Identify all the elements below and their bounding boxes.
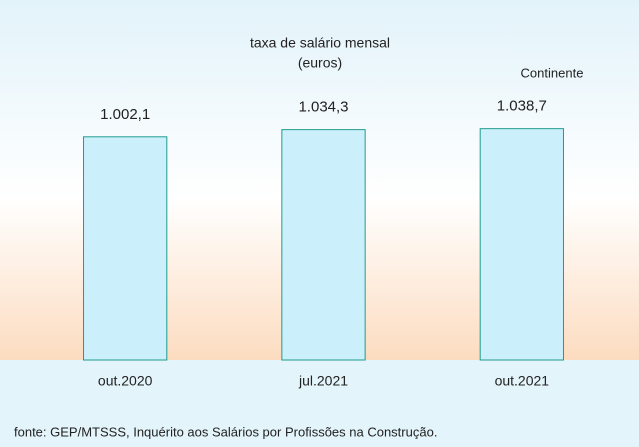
x-tick-label: out.2020 [98, 373, 153, 389]
x-tick-label: out.2021 [495, 373, 550, 389]
x-tick-label: jul.2021 [298, 373, 348, 389]
chart-title: taxa de salário mensal [250, 35, 390, 51]
data-label: 1.002,1 [100, 106, 150, 123]
bar [479, 128, 564, 361]
data-label: 1.034,3 [298, 99, 348, 116]
annotation: Continente [521, 65, 584, 80]
bar [281, 129, 366, 361]
source: fonte: GEP/MTSSS, Inquérito aos Salários… [14, 424, 437, 439]
bar [83, 136, 168, 361]
chart-subtitle: (euros) [298, 55, 342, 71]
data-label: 1.038,7 [497, 98, 547, 115]
